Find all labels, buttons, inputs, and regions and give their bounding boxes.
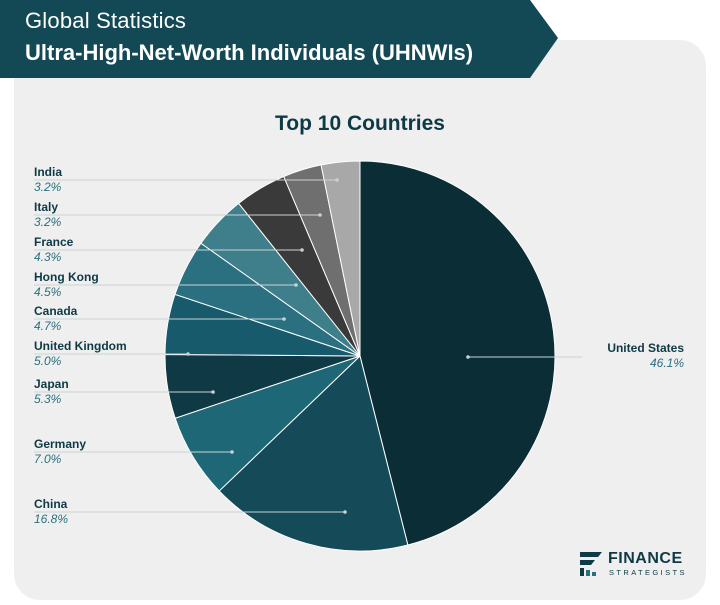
brand-name: FINANCE [608,550,683,567]
leader-dot-germany [230,450,234,454]
pie-label-name: United States [607,341,684,355]
pie-slice-india [320,160,361,357]
pie-slice-china [218,355,409,552]
pie-label-value: 7.0% [34,452,62,466]
leader-dot-france [300,248,304,252]
pie-label-germany: Germany 7.0% [34,437,86,467]
chart-title: Top 10 Countries [275,112,445,135]
pie-label-united-kingdom: United Kingdom 5.0% [34,339,127,369]
pie-label-hong-kong: Hong Kong 4.5% [34,270,99,300]
pie-label-india: India 3.2% [34,165,62,195]
pie-label-name: United Kingdom [34,339,127,353]
leader-dot-china [343,510,347,514]
pie-label-name: Japan [34,377,69,391]
brand-subname: STRATEGISTS [609,568,687,577]
pie-label-japan: Japan 5.3% [34,377,69,407]
pie-label-name: France [34,235,74,249]
leader-dot-india [335,178,339,182]
leader-dot-hong-kong [294,283,298,287]
banner-title-line1: Global Statistics [25,8,187,33]
pie-label-name: Hong Kong [34,270,99,284]
pie-label-value: 3.2% [34,215,62,229]
banner-title-line2: Ultra-High-Net-Worth Individuals (UHNWIs… [25,40,474,65]
pie-slice-united-states [359,160,556,546]
pie-label-value: 4.7% [34,319,62,333]
leader-dot-japan [211,390,215,394]
leader-dot-united-kingdom [186,352,190,356]
brand-logo-icon [580,552,602,576]
pie-label-value: 4.3% [34,250,62,264]
pie-label-value: 16.8% [34,512,69,526]
pie-label-italy: Italy 3.2% [34,200,61,230]
title-banner: Global Statistics Ultra-High-Net-Worth I… [0,0,560,78]
leader-dot-united-states [466,355,470,359]
pie-label-value: 4.5% [34,285,62,299]
pie-label-canada: Canada 4.7% [34,304,77,334]
leader-dot-canada [282,317,286,321]
pie-label-france: France 4.3% [34,235,73,265]
pie-label-value: 46.1% [649,356,684,370]
pie-label-name: Italy [34,200,59,214]
brand-logo: FINANCE STRATEGISTS [578,548,698,580]
pie-label-value: 3.2% [34,180,62,194]
pie-label-china: China 16.8% [34,497,68,527]
pie-label-value: 5.0% [34,354,62,368]
banner-shape [0,0,558,78]
pie-label-united-states: United States 46.1% [560,341,684,371]
pie-label-value: 5.3% [34,392,62,406]
leader-dot-italy [318,213,322,217]
pie-label-name: Germany [34,437,87,451]
pie-label-name: China [34,497,68,511]
pie-label-name: India [34,165,63,179]
pie-label-name: Canada [34,304,78,318]
